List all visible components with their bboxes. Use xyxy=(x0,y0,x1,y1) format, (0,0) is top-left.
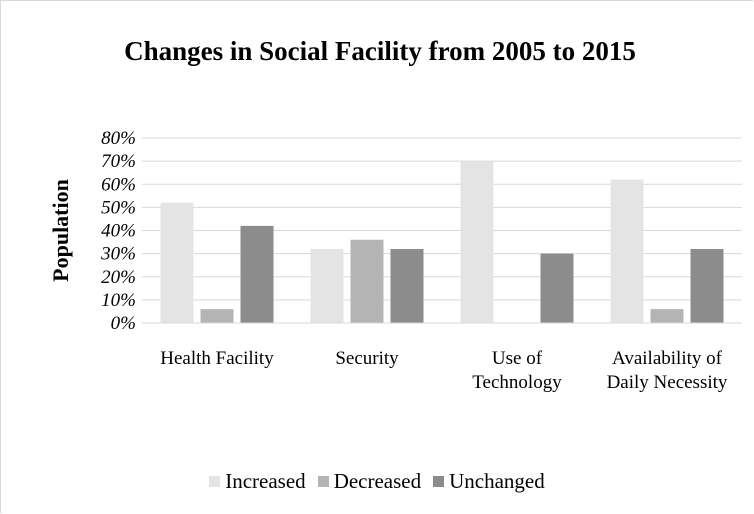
bar-unchanged xyxy=(690,249,724,323)
y-tick-label: 70% xyxy=(101,151,136,172)
y-tick-label: 40% xyxy=(101,221,136,242)
bar-decreased xyxy=(350,239,384,323)
x-tick-label: Availability of Daily Necessity xyxy=(607,348,728,393)
y-tick-label: 30% xyxy=(100,244,136,265)
legend-label: Increased xyxy=(225,469,306,493)
bar-unchanged xyxy=(540,253,574,323)
bar-increased xyxy=(160,202,194,323)
bar-decreased xyxy=(200,309,234,323)
bar-increased xyxy=(610,179,644,323)
bar-increased xyxy=(310,249,344,323)
y-tick-label: 60% xyxy=(101,174,136,195)
y-axis-title: Population xyxy=(48,179,73,282)
bar-decreased xyxy=(650,309,684,323)
legend-swatch xyxy=(433,476,445,487)
y-tick-label: 80% xyxy=(101,128,136,149)
x-tick-label: Health Facility xyxy=(160,348,274,369)
chart-title: Changes in Social Facility from 2005 to … xyxy=(124,36,636,66)
legend-item: Decreased xyxy=(317,469,422,494)
bar-unchanged xyxy=(240,225,274,323)
legend-label: Decreased xyxy=(333,469,422,493)
bar-unchanged xyxy=(390,249,424,323)
y-tick-label: 50% xyxy=(101,197,136,218)
legend-swatch xyxy=(317,476,329,487)
legend-item: Increased xyxy=(209,469,306,494)
y-tick-label: 10% xyxy=(101,290,136,311)
x-tick-label: Security xyxy=(335,348,399,369)
bar-increased xyxy=(460,161,494,323)
legend-item: Unchanged xyxy=(433,469,545,494)
legend-swatch xyxy=(209,476,221,487)
y-tick-label: 0% xyxy=(111,313,136,334)
x-tick-label: Use of Technology xyxy=(472,348,562,393)
legend-label: Unchanged xyxy=(449,469,545,493)
y-tick-label: 20% xyxy=(101,267,136,288)
chart-legend: Increased Decreased Unchanged xyxy=(0,468,754,494)
